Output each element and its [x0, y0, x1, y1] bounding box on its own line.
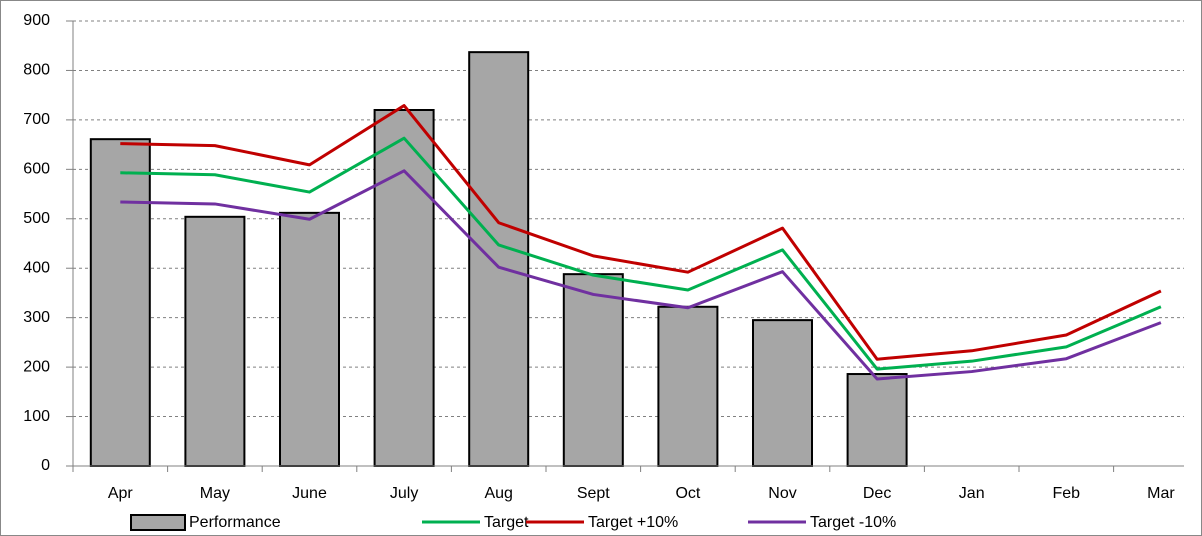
x-tick-label: Aug	[484, 485, 512, 502]
x-tick-label: Feb	[1053, 485, 1081, 502]
legend-label: Target -10%	[810, 514, 896, 531]
x-tick-label: Apr	[108, 485, 134, 502]
bar	[657, 305, 719, 467]
y-tick-label: 600	[23, 161, 50, 178]
y-tick-label: 900	[23, 12, 50, 29]
x-tick-label: June	[292, 485, 327, 502]
y-tick-label: 100	[23, 408, 50, 425]
bar	[468, 51, 530, 468]
line	[120, 104, 1162, 361]
bar	[752, 319, 813, 467]
line	[120, 136, 1162, 371]
y-tick-label: 800	[23, 62, 50, 79]
y-tick-label: 700	[23, 111, 50, 128]
y-tick-label: 300	[23, 309, 50, 326]
legend-swatch	[130, 514, 186, 531]
bar	[184, 215, 246, 467]
y-tick-label: 0	[41, 457, 50, 474]
x-tick-label: Mar	[1147, 485, 1175, 502]
x-tick-label: Sept	[577, 485, 610, 502]
x-tick-label: Nov	[768, 485, 796, 502]
x-tick-label: Oct	[675, 485, 700, 502]
y-tick-label: 500	[23, 210, 50, 227]
x-tick-label: May	[200, 485, 230, 502]
legend-label: Target	[484, 514, 529, 531]
bar	[89, 138, 151, 468]
x-tick-label: Dec	[863, 485, 891, 502]
line	[120, 169, 1162, 381]
legend-label: Target +10%	[588, 514, 678, 531]
y-tick-label: 400	[23, 259, 50, 276]
x-tick-label: July	[390, 485, 418, 502]
bar	[846, 373, 908, 467]
bar	[562, 273, 624, 467]
legend-label: Performance	[189, 514, 281, 531]
bar	[279, 211, 340, 467]
x-tick-label: Jan	[959, 485, 985, 502]
y-tick-label: 200	[23, 358, 50, 375]
